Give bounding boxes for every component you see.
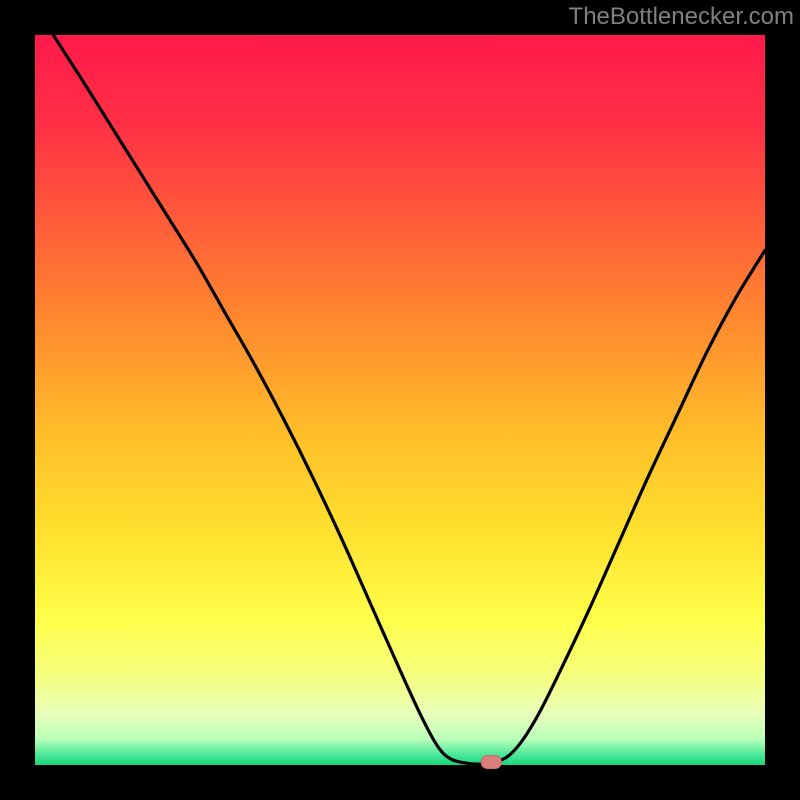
optimal-marker xyxy=(481,756,501,769)
plot-background xyxy=(35,35,765,765)
chart-stage: TheBottlenecker.com xyxy=(0,0,800,800)
chart-svg xyxy=(0,0,800,800)
